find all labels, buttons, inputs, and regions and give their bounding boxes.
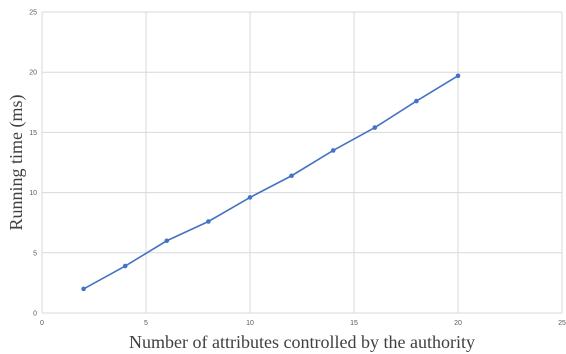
- x-tick-label: 20: [454, 320, 462, 327]
- y-tick-label: 0: [33, 311, 37, 318]
- y-tick-label: 5: [33, 250, 37, 257]
- data-point: [122, 263, 128, 269]
- data-point: [247, 195, 253, 200]
- x-tick-label: 15: [350, 320, 358, 327]
- data-point: [414, 98, 419, 104]
- x-tick-label: 25: [558, 320, 566, 327]
- x-tick-label: 0: [40, 320, 44, 327]
- data-point: [330, 148, 336, 153]
- data-point: [164, 238, 170, 244]
- data-point: [372, 125, 378, 130]
- chart-series: [81, 73, 461, 292]
- y-tick-label: 15: [29, 130, 37, 137]
- y-tick-label: 20: [29, 70, 37, 77]
- x-tick-label: 10: [246, 320, 254, 327]
- series-line: [83, 75, 459, 290]
- y-axis-title: Running time (ms): [6, 95, 27, 231]
- x-tick-label: 5: [144, 320, 148, 327]
- y-axis-tick-labels: 0 5 10 15 20 25: [29, 10, 37, 318]
- x-axis-title: Number of attributes controlled by the a…: [129, 332, 475, 352]
- chart-grid: [41, 11, 563, 314]
- y-tick-label: 25: [29, 10, 37, 17]
- data-point: [81, 286, 86, 292]
- data-point: [289, 173, 294, 179]
- y-tick-label: 10: [29, 190, 37, 197]
- data-point: [455, 73, 461, 79]
- x-axis-tick-labels: 0 5 10 15 20 25: [40, 320, 566, 327]
- data-point: [206, 219, 211, 224]
